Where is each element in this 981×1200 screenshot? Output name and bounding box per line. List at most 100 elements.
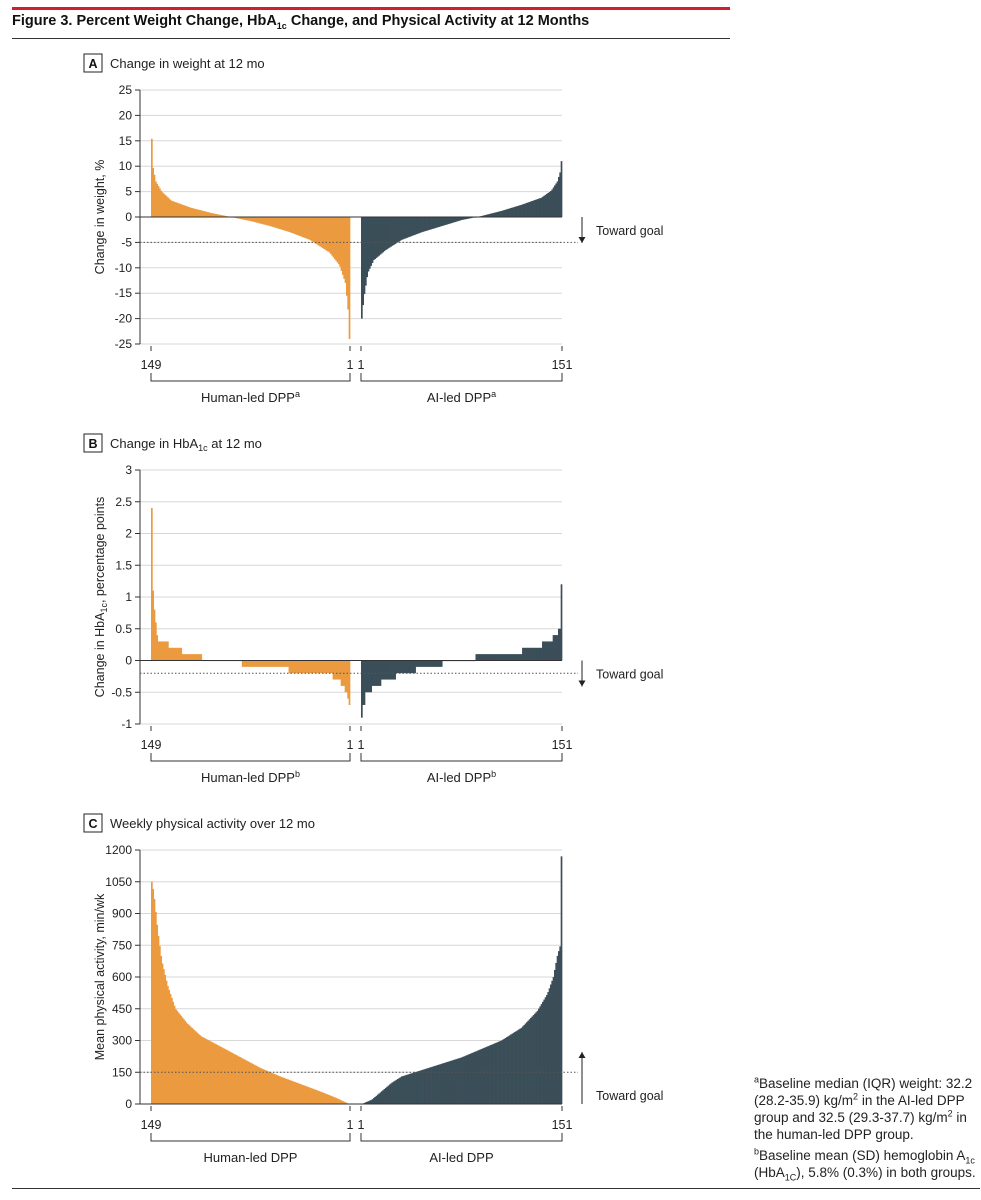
bar xyxy=(391,217,394,246)
bar xyxy=(263,1069,265,1104)
bar xyxy=(375,217,378,258)
bar xyxy=(511,654,514,661)
bar xyxy=(173,201,176,217)
bar xyxy=(228,1051,231,1104)
bar xyxy=(430,660,432,667)
bar xyxy=(303,660,305,674)
bar xyxy=(515,206,518,217)
bar xyxy=(227,1050,229,1104)
bar xyxy=(151,138,153,217)
bar xyxy=(492,1043,495,1104)
x-tick-label: 151 xyxy=(552,738,573,752)
x-tick-label: 1 xyxy=(347,358,354,372)
bar xyxy=(407,217,410,238)
bar xyxy=(176,202,179,217)
panel-letter-box xyxy=(83,813,103,833)
bar xyxy=(208,212,211,217)
bar xyxy=(281,217,284,230)
bar xyxy=(324,1093,327,1104)
bar xyxy=(247,1061,249,1104)
bar xyxy=(496,211,499,217)
bar xyxy=(200,1036,203,1104)
bar xyxy=(550,191,552,217)
bar xyxy=(426,217,428,231)
bar xyxy=(189,1026,192,1104)
bar xyxy=(471,1052,474,1104)
bar xyxy=(544,641,547,661)
bar xyxy=(216,1044,219,1104)
bar xyxy=(444,1062,447,1104)
bar xyxy=(183,205,185,217)
bar xyxy=(251,217,253,222)
bar xyxy=(508,1035,511,1104)
bar xyxy=(337,1099,340,1104)
bar xyxy=(394,1080,396,1104)
bar xyxy=(273,660,276,667)
bar xyxy=(307,217,309,240)
bar xyxy=(300,660,303,674)
bar xyxy=(511,1033,514,1104)
y-tick-label: 900 xyxy=(112,907,132,921)
bar xyxy=(260,217,263,224)
bar xyxy=(480,654,483,661)
bar xyxy=(458,217,460,221)
bar xyxy=(253,660,256,667)
bar xyxy=(372,217,375,261)
bar xyxy=(371,1099,374,1104)
bar xyxy=(345,660,348,693)
bar xyxy=(483,654,486,661)
bar xyxy=(261,660,264,667)
bar xyxy=(516,654,519,661)
bar xyxy=(552,635,555,661)
bar xyxy=(504,209,507,217)
bar xyxy=(407,660,410,674)
bar xyxy=(296,660,299,674)
group-bracket xyxy=(150,753,351,762)
bar xyxy=(276,1075,279,1104)
bar xyxy=(396,660,399,674)
bar xyxy=(455,1059,458,1104)
bar xyxy=(426,660,428,667)
bar xyxy=(519,654,522,661)
bar xyxy=(177,647,180,661)
bar xyxy=(204,211,207,217)
bar xyxy=(276,660,279,667)
bar xyxy=(436,1065,439,1104)
y-tick-label: 1.5 xyxy=(115,558,132,572)
bar xyxy=(244,1059,247,1104)
bar xyxy=(482,654,484,661)
bar xyxy=(374,1096,376,1104)
bar xyxy=(280,217,283,230)
bar xyxy=(269,1072,272,1104)
bar xyxy=(204,1038,207,1104)
bar xyxy=(442,217,444,226)
group-bracket xyxy=(360,753,563,762)
bar xyxy=(395,217,398,244)
bar xyxy=(267,217,269,226)
bar xyxy=(236,1055,239,1104)
bar xyxy=(203,1037,205,1104)
bar xyxy=(375,660,378,686)
bar xyxy=(490,213,492,217)
bar xyxy=(164,641,167,661)
bar xyxy=(267,1071,269,1104)
bar xyxy=(339,660,342,680)
bar xyxy=(499,654,502,661)
bar xyxy=(432,1066,435,1104)
bar xyxy=(212,213,215,217)
bar xyxy=(283,217,285,231)
bar xyxy=(482,215,484,217)
group-bracket xyxy=(150,1133,351,1142)
bar xyxy=(341,660,344,686)
bar xyxy=(543,641,546,661)
bar xyxy=(271,660,273,667)
bar xyxy=(476,1050,479,1104)
bar xyxy=(424,217,427,232)
bar xyxy=(459,217,462,221)
bar xyxy=(435,217,438,228)
bar xyxy=(484,654,487,661)
bar xyxy=(368,217,371,269)
bar xyxy=(399,217,402,241)
bar xyxy=(185,1022,188,1104)
bar xyxy=(556,635,559,661)
